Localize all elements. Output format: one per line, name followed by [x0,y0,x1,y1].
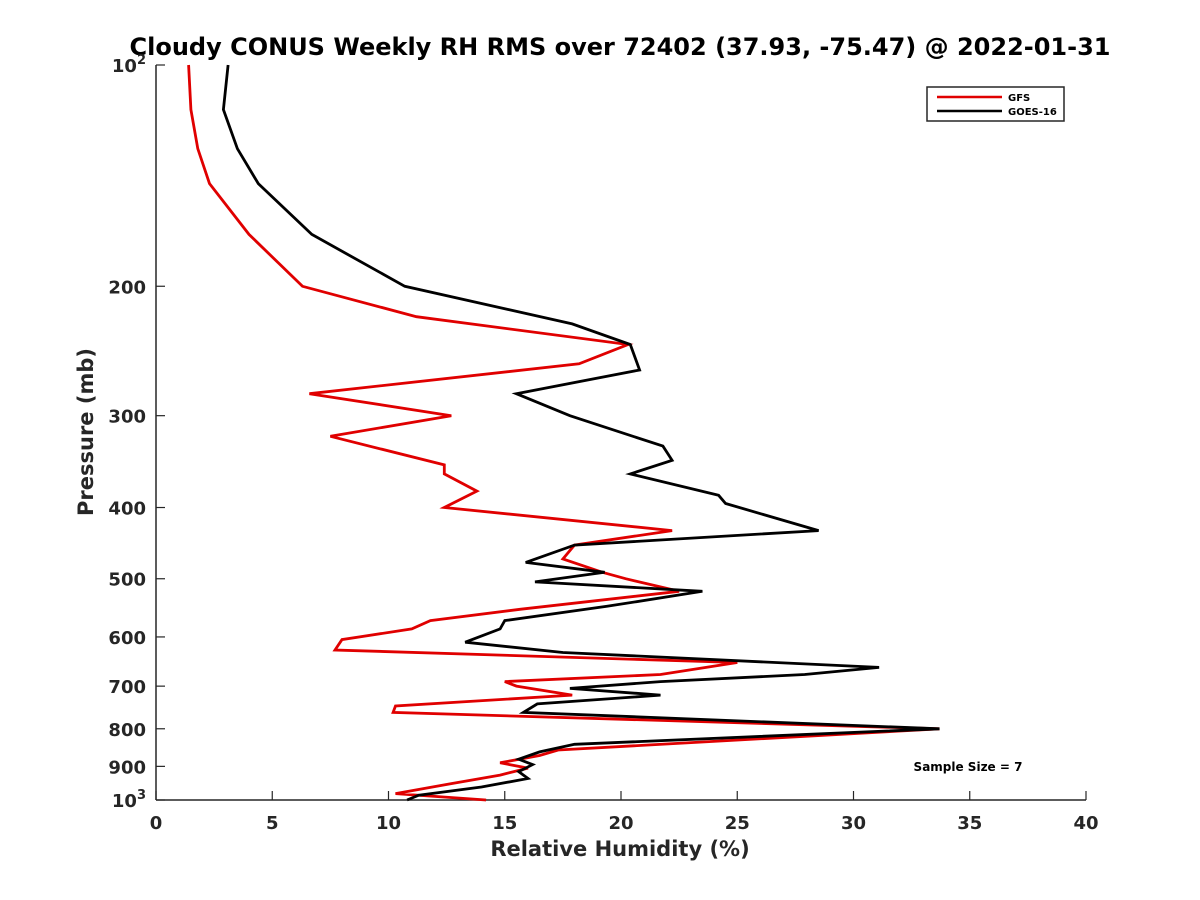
series-line-gfs [187,64,940,802]
y-tick-label: 103 [112,788,146,812]
y-axis-label: Pressure (mb) [74,348,98,516]
y-tick-label: 900 [108,757,146,778]
plot-area: 0 5 10 15 20 25 30 35 40 102 200 300 400 500 600 700 800… [108,53,1098,834]
y-tick-label: 400 [108,499,146,520]
x-tick-label: 20 [608,813,633,834]
y-tick-label: 300 [108,407,146,428]
y-tick-label: 102 [112,53,146,77]
y-tick-label: 200 [108,277,146,298]
x-tick-label: 35 [957,813,982,834]
legend: GFS GOES-16 [926,86,1065,122]
x-tick-label: 10 [376,813,401,834]
x-tick-label: 5 [266,813,279,834]
sample-size-annotation: Sample Size = 7 [914,760,1023,774]
x-tick-label: 30 [841,813,866,834]
legend-box [926,86,1065,122]
chart-title: Cloudy CONUS Weekly RH RMS over 72402 (3… [130,33,1111,61]
y-tick-label: 600 [108,628,146,649]
series-line-goes-16 [221,64,940,802]
x-tick-label: 15 [492,813,517,834]
legend-label: GOES-16 [1008,107,1057,118]
y-tick-label: 800 [108,720,146,741]
x-axis-label: Relative Humidity (%) [490,837,749,861]
x-tick-label: 40 [1073,813,1098,834]
x-tick-label: 25 [725,813,750,834]
x-tick-label: 0 [150,813,163,834]
y-tick-label: 500 [108,570,146,591]
legend-label: GFS [1008,93,1030,104]
y-tick-label: 700 [108,677,146,698]
